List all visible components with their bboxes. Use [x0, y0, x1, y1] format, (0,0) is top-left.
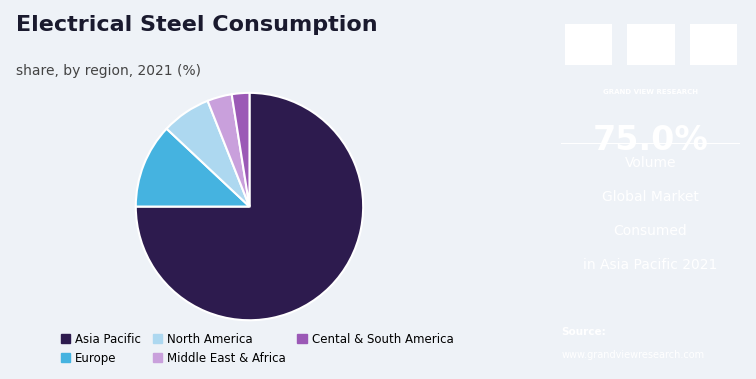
Text: Volume: Volume	[624, 156, 676, 170]
Text: share, by region, 2021 (%): share, by region, 2021 (%)	[17, 64, 201, 78]
Text: Source:: Source:	[561, 327, 606, 337]
Text: Consumed: Consumed	[613, 224, 687, 238]
Wedge shape	[231, 93, 249, 207]
Text: Global Market: Global Market	[602, 190, 699, 204]
Wedge shape	[208, 94, 249, 207]
FancyBboxPatch shape	[627, 24, 674, 65]
FancyBboxPatch shape	[565, 24, 612, 65]
Wedge shape	[136, 129, 249, 207]
FancyBboxPatch shape	[689, 24, 737, 65]
Wedge shape	[166, 101, 249, 207]
Legend: Asia Pacific, Europe, North America, Middle East & Africa, Cental & South Americ: Asia Pacific, Europe, North America, Mid…	[56, 328, 458, 369]
Text: in Asia Pacific 2021: in Asia Pacific 2021	[583, 258, 717, 273]
Wedge shape	[136, 93, 363, 320]
Text: www.grandviewresearch.com: www.grandviewresearch.com	[561, 350, 705, 360]
Text: 75.0%: 75.0%	[592, 124, 708, 157]
Text: Electrical Steel Consumption: Electrical Steel Consumption	[17, 15, 378, 35]
Text: GRAND VIEW RESEARCH: GRAND VIEW RESEARCH	[603, 89, 698, 96]
